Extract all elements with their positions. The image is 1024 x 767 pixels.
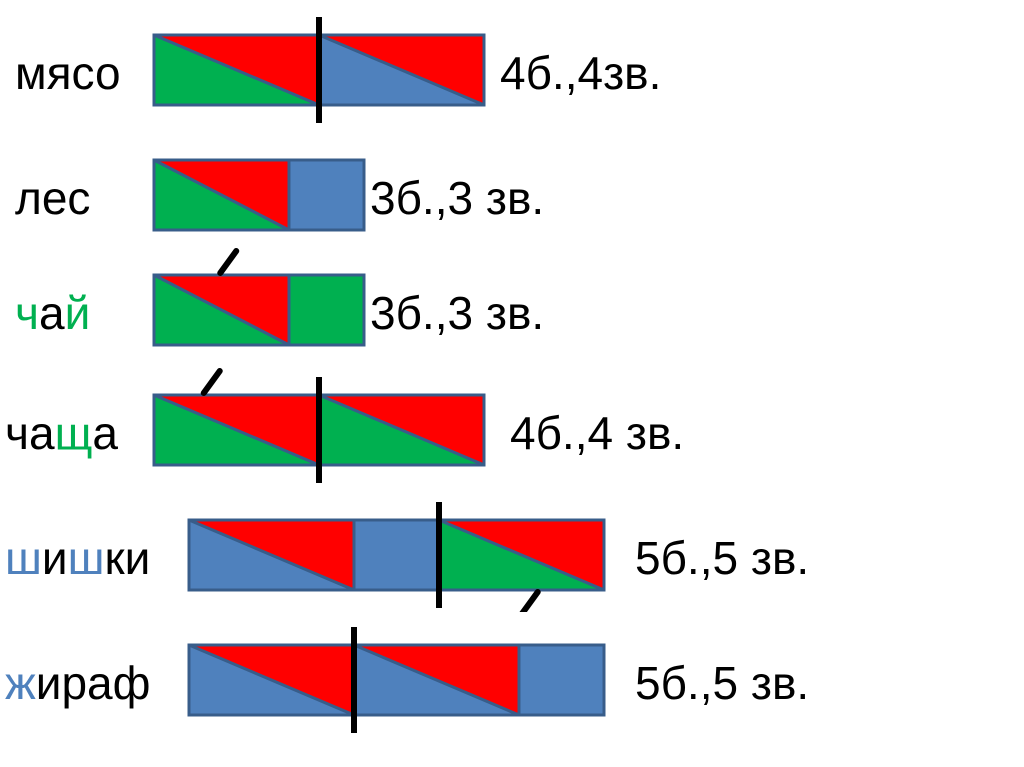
sound-diagram (185, 595, 608, 737)
word-segment: щ (55, 407, 93, 459)
word-segment: мясо (15, 47, 121, 99)
word-segment: ш (68, 532, 105, 584)
letter-sound-count: 4б.,4 зв. (510, 410, 684, 456)
word-segment: ча (5, 407, 55, 459)
word-label: чай (15, 290, 90, 336)
word-segment: ш (5, 532, 42, 584)
word-label: чаща (5, 410, 118, 456)
sound-diagram (185, 470, 608, 612)
word-label: лес (15, 175, 90, 221)
word-segment: и (42, 532, 68, 584)
sound-diagram (150, 345, 488, 487)
word-segment: ч (15, 287, 39, 339)
word-segment: а (39, 287, 65, 339)
word-label: шишки (5, 535, 150, 581)
letter-sound-count: 5б.,5 зв. (635, 535, 809, 581)
sound-diagram (150, 0, 488, 127)
word-label: жираф (5, 660, 151, 706)
word-label: мясо (15, 50, 121, 96)
word-segment: ки (105, 532, 151, 584)
word-segment: й (65, 287, 91, 339)
word-segment: ж (5, 657, 36, 709)
word-segment: ираф (36, 657, 151, 709)
word-segment: а (92, 407, 118, 459)
letter-sound-count: 4б.,4зв. (500, 50, 661, 96)
word-segment: лес (15, 172, 90, 224)
letter-sound-count: 5б.,5 зв. (635, 660, 809, 706)
letter-sound-count: 3б.,3 зв. (370, 175, 544, 221)
letter-sound-count: 3б.,3 зв. (370, 290, 544, 336)
